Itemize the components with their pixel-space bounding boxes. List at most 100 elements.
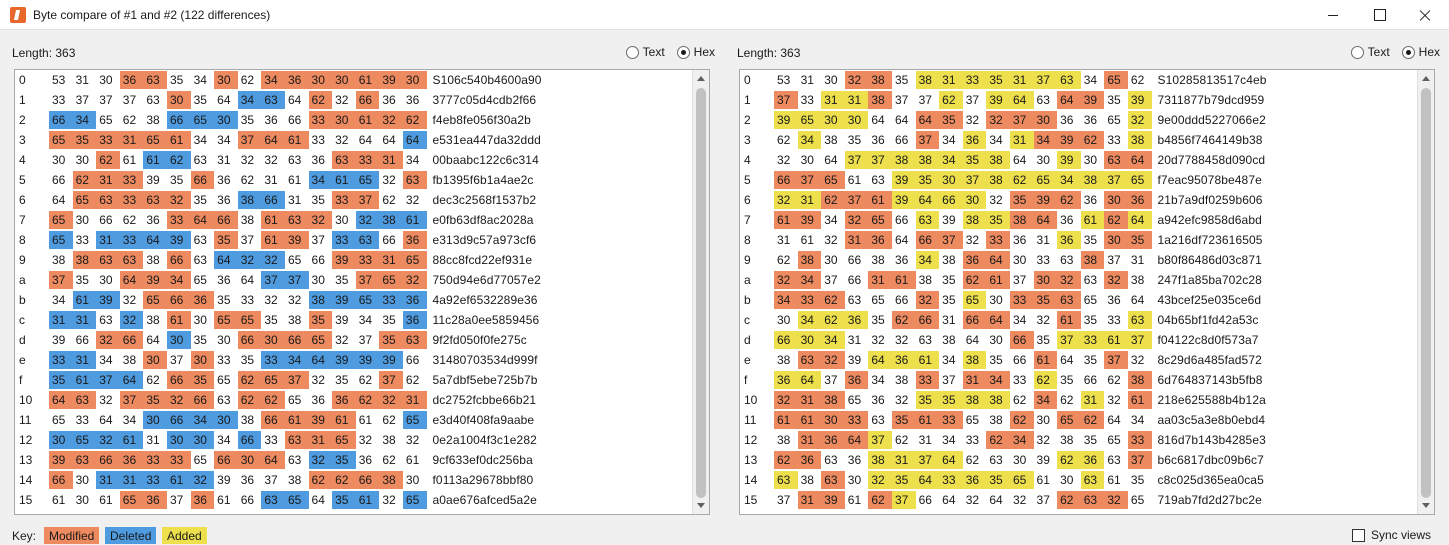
- byte-cell[interactable]: 33: [1012, 373, 1027, 387]
- byte-cell[interactable]: 64: [143, 231, 167, 249]
- byte-cell[interactable]: 31: [402, 391, 427, 409]
- byte-cell[interactable]: 32: [190, 471, 215, 489]
- byte-cell[interactable]: 30: [1033, 271, 1058, 289]
- byte-cell[interactable]: 39: [891, 171, 916, 189]
- byte-cell[interactable]: 65: [217, 373, 231, 387]
- byte-cell[interactable]: 64: [358, 133, 373, 147]
- byte-cell[interactable]: 63: [1104, 151, 1128, 169]
- byte-cell[interactable]: 34: [797, 131, 822, 149]
- byte-cell[interactable]: 62: [891, 311, 916, 329]
- byte-cell[interactable]: 62: [777, 133, 791, 147]
- byte-cell[interactable]: 38: [871, 253, 885, 267]
- byte-cell[interactable]: 33: [264, 433, 278, 447]
- byte-cell[interactable]: 30: [1104, 231, 1128, 249]
- byte-cell[interactable]: 31: [939, 71, 963, 89]
- byte-cell[interactable]: 64: [942, 493, 956, 507]
- byte-cell[interactable]: 32: [1012, 493, 1027, 507]
- byte-cell[interactable]: 65: [402, 491, 427, 509]
- byte-cell[interactable]: 63: [915, 211, 940, 229]
- byte-cell[interactable]: 30: [1083, 153, 1098, 167]
- hex-grid[interactable]: 0 53 31 30 36 63 35 34 30 62 34 36 30 30 61 39 30 S106c54…: [14, 69, 710, 515]
- byte-cell[interactable]: 64: [240, 273, 255, 287]
- byte-cell[interactable]: 61: [217, 493, 231, 507]
- byte-cell[interactable]: 64: [1060, 353, 1074, 367]
- byte-cell[interactable]: 64: [989, 493, 1003, 507]
- byte-cell[interactable]: 34: [942, 433, 956, 447]
- byte-cell[interactable]: 65: [287, 393, 302, 407]
- byte-cell[interactable]: 39: [797, 211, 822, 229]
- byte-cell[interactable]: 30: [402, 71, 427, 89]
- byte-cell[interactable]: 66: [166, 111, 191, 129]
- byte-cell[interactable]: 62: [237, 371, 262, 389]
- byte-cell[interactable]: 30: [405, 473, 420, 487]
- byte-cell[interactable]: 63: [143, 191, 167, 209]
- byte-cell[interactable]: 33: [261, 351, 285, 369]
- byte-cell[interactable]: 32: [261, 251, 285, 269]
- byte-cell[interactable]: 38: [986, 151, 1010, 169]
- byte-cell[interactable]: 34: [1033, 391, 1058, 409]
- byte-cell[interactable]: 38: [918, 273, 932, 287]
- byte-cell[interactable]: 66: [237, 331, 262, 349]
- byte-cell[interactable]: 37: [284, 371, 309, 389]
- byte-cell[interactable]: 38: [821, 391, 845, 409]
- byte-cell[interactable]: 30: [75, 153, 89, 167]
- hex-grid[interactable]: 0 53 31 30 32 38 35 38 31 33 35 31 37 63 34 65 62 S102858…: [739, 69, 1435, 515]
- byte-cell[interactable]: 64: [986, 311, 1010, 329]
- byte-cell[interactable]: 65: [143, 131, 167, 149]
- byte-cell[interactable]: 61: [800, 233, 814, 247]
- byte-cell[interactable]: 65: [1130, 493, 1145, 507]
- byte-cell[interactable]: 63: [332, 151, 356, 169]
- byte-cell[interactable]: 63: [72, 391, 97, 409]
- byte-cell[interactable]: 62: [868, 491, 892, 509]
- byte-cell[interactable]: 38: [237, 191, 262, 209]
- byte-cell[interactable]: 37: [379, 371, 403, 389]
- byte-cell[interactable]: 38: [986, 391, 1010, 409]
- byte-cell[interactable]: 30: [166, 91, 191, 109]
- byte-cell[interactable]: 36: [844, 371, 869, 389]
- byte-cell[interactable]: 61: [166, 311, 191, 329]
- byte-cell[interactable]: 65: [1057, 411, 1081, 429]
- byte-cell[interactable]: 33: [355, 251, 380, 269]
- byte-cell[interactable]: 39: [1033, 191, 1058, 209]
- byte-cell[interactable]: 38: [52, 253, 66, 267]
- byte-cell[interactable]: 66: [96, 451, 120, 469]
- byte-cell[interactable]: 32: [1036, 433, 1050, 447]
- byte-cell[interactable]: 62: [1107, 373, 1121, 387]
- byte-cell[interactable]: 32: [1036, 313, 1050, 327]
- byte-cell[interactable]: 36: [847, 453, 862, 467]
- byte-cell[interactable]: 32: [774, 271, 798, 289]
- byte-cell[interactable]: 64: [287, 93, 302, 107]
- byte-cell[interactable]: 35: [1083, 233, 1098, 247]
- byte-cell[interactable]: 63: [261, 91, 285, 109]
- byte-cell[interactable]: 36: [891, 351, 916, 369]
- byte-cell[interactable]: 38: [777, 353, 791, 367]
- byte-cell[interactable]: 35: [986, 71, 1010, 89]
- byte-cell[interactable]: 61: [52, 493, 66, 507]
- byte-cell[interactable]: 30: [1104, 191, 1128, 209]
- byte-cell[interactable]: 31: [264, 173, 278, 187]
- byte-cell[interactable]: 36: [143, 491, 167, 509]
- byte-cell[interactable]: 36: [868, 231, 892, 249]
- byte-cell[interactable]: 62: [1080, 131, 1105, 149]
- byte-cell[interactable]: 36: [190, 291, 215, 309]
- byte-cell[interactable]: 39: [1080, 91, 1105, 109]
- byte-cell[interactable]: 39: [166, 231, 191, 249]
- byte-cell[interactable]: 30: [989, 293, 1003, 307]
- byte-cell[interactable]: 61: [284, 131, 309, 149]
- byte-cell[interactable]: 39: [143, 271, 167, 289]
- byte-cell[interactable]: 66: [52, 173, 66, 187]
- byte-cell[interactable]: 34: [1130, 413, 1145, 427]
- byte-cell[interactable]: 30: [821, 411, 845, 429]
- byte-cell[interactable]: 66: [166, 291, 191, 309]
- byte-cell[interactable]: 65: [965, 413, 980, 427]
- byte-cell[interactable]: 65: [52, 413, 66, 427]
- byte-cell[interactable]: 62: [240, 73, 255, 87]
- byte-cell[interactable]: 31: [72, 351, 97, 369]
- byte-cell[interactable]: 37: [774, 91, 798, 109]
- byte-cell[interactable]: 30: [797, 331, 822, 349]
- byte-cell[interactable]: 62: [774, 451, 798, 469]
- byte-cell[interactable]: 30: [847, 473, 862, 487]
- byte-cell[interactable]: 30: [190, 351, 215, 369]
- radio-text-option[interactable]: Text: [625, 45, 665, 59]
- byte-cell[interactable]: 31: [777, 233, 791, 247]
